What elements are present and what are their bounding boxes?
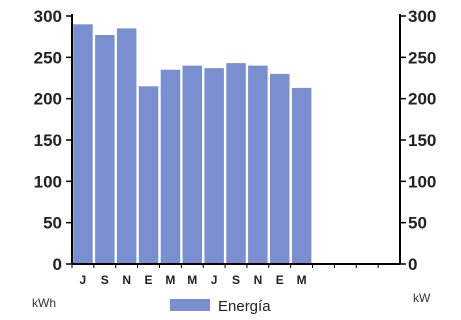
category-label-10: M — [297, 273, 307, 287]
category-label-0: J — [80, 273, 87, 287]
left-tick-label-250: 250 — [34, 48, 62, 67]
bar-4 — [160, 69, 181, 264]
right-tick-label-150: 150 — [408, 131, 436, 150]
left-tick-label-150: 150 — [34, 131, 62, 150]
bar-7 — [226, 63, 246, 264]
category-label-4: M — [165, 273, 175, 287]
bar-10 — [291, 87, 312, 265]
y-left-unit-label: kWh — [32, 296, 56, 310]
category-label-7: S — [232, 273, 240, 287]
right-tick-label-200: 200 — [408, 90, 436, 109]
legend-swatch — [170, 299, 210, 311]
bars-group — [73, 24, 312, 265]
bar-1 — [95, 35, 115, 264]
right-tick-label-250: 250 — [408, 48, 436, 67]
right-tick-label-100: 100 — [408, 172, 436, 191]
left-tick-label-200: 200 — [34, 90, 62, 109]
category-label-5: M — [187, 273, 197, 287]
bar-2 — [116, 28, 137, 265]
right-tick-label-50: 50 — [408, 214, 427, 233]
bar-6 — [204, 68, 224, 264]
bar-8 — [248, 65, 268, 264]
legend: Energía — [170, 298, 271, 315]
left-tick-label-300: 300 — [34, 7, 62, 26]
left-tick-label-50: 50 — [43, 214, 62, 233]
category-label-3: E — [144, 273, 152, 287]
bar-5 — [182, 65, 202, 264]
right-tick-label-0: 0 — [408, 255, 417, 274]
category-label-2: N — [122, 273, 131, 287]
category-label-9: E — [276, 273, 284, 287]
bar-3 — [138, 86, 159, 264]
bar-9 — [270, 73, 290, 265]
category-label-6: J — [211, 273, 218, 287]
right-tick-label-300: 300 — [408, 7, 436, 26]
legend-label: Energía — [218, 298, 271, 315]
left-tick-label-100: 100 — [34, 172, 62, 191]
category-label-8: N — [254, 273, 263, 287]
y-right-unit-label: kW — [413, 291, 431, 305]
category-label-1: S — [101, 273, 109, 287]
bar-0 — [73, 24, 93, 264]
axes-group — [66, 14, 406, 268]
left-tick-label-0: 0 — [53, 255, 62, 274]
